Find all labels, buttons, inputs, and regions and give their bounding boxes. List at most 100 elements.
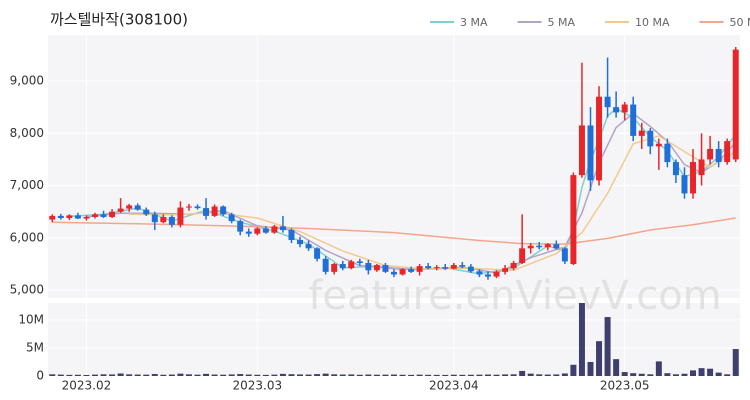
volume-bar [604,317,611,376]
candle-body [262,228,269,233]
volume-bar [100,374,107,376]
candle-body [698,159,705,176]
candle-body [570,175,577,265]
candle-body [596,96,603,181]
candle-body [655,143,662,147]
candle-body [647,130,654,147]
candle-body [553,244,560,249]
candle-body [391,271,397,275]
volume-bar [647,374,654,376]
candle-body [211,206,218,216]
volume-bar [143,374,150,376]
candle-body [348,261,355,269]
volume-bar [314,374,321,376]
volume-tick-label: 10M [18,312,44,326]
volume-bar [297,374,304,376]
candle-body [561,248,568,262]
candle-body [373,265,380,271]
volume-bar [493,374,500,376]
y-tick-label: 9,000 [10,74,44,88]
volume-bar [578,303,585,376]
candle-body [57,215,64,219]
volume-bar [177,373,184,376]
x-tick-label: 2023.03 [232,379,282,393]
volume-bar [596,341,603,376]
volume-bar [621,372,628,376]
candle-body [297,239,304,245]
candle-body [604,96,611,108]
x-tick-label: 2023.05 [600,379,650,393]
candle-body [732,49,739,160]
volume-bar [365,374,372,376]
candle-body [91,214,98,217]
candle-body [126,205,133,209]
volume-bar [348,374,355,376]
candle-body [288,230,295,240]
candle-body [134,205,141,210]
candle-body [416,266,423,272]
volume-bar [672,374,679,376]
candle-body [177,207,184,225]
candle-body [613,107,620,113]
volume-tick-label: 0 [36,369,44,383]
volume-bar [254,374,261,376]
volume-tick-label: 5M [26,340,44,354]
candle-body [220,206,227,215]
y-tick-label: 5,000 [10,283,44,297]
candle-body [151,214,158,223]
volume-bar [356,374,363,376]
candle-body [322,258,329,272]
volume-bar [536,374,543,376]
volume-bar [510,374,517,376]
watermark: feature.enVievV.com [308,273,721,319]
candle-body [203,208,210,216]
volume-bar [322,373,329,376]
candle-body [476,271,483,275]
legend-label: 50 MA [730,16,750,29]
volume-bar [399,374,406,376]
volume-bar [724,374,731,376]
volume-bar [527,373,534,376]
y-tick-label: 7,000 [10,178,44,192]
candle-body [168,216,175,225]
volume-bar [476,374,483,376]
legend-label: 10 MA [635,16,670,29]
candle-body [493,271,500,277]
volume-bar [408,374,415,376]
volume-bar [715,372,722,376]
candle-body [672,162,679,176]
candle-body [143,209,150,215]
volume-bar [433,374,440,376]
volume-bar [459,374,466,376]
candle-body [100,214,107,217]
candle-body [279,226,286,231]
legend-label: 3 MA [460,16,488,29]
candle-body [630,104,637,136]
candle-body [724,141,731,163]
volume-bar [655,361,662,376]
volume-bar [561,373,568,376]
volume-bar [305,374,312,376]
candle-body [681,175,688,194]
volume-bar [57,374,64,376]
candle-body [228,214,235,222]
candle-body [527,245,534,249]
volume-bar [279,373,286,376]
candle-body [459,265,466,267]
volume-bar [502,374,509,376]
volume-bar [237,374,244,376]
volume-bar [484,374,491,376]
candle-body [83,216,90,219]
volume-bar [382,374,389,376]
candle-body [484,274,491,277]
candle-body [715,148,722,163]
volume-bar [732,349,739,376]
volume-bar [211,374,218,376]
volume-bar [271,374,278,376]
candle-body [544,244,551,248]
volume-bar [91,374,98,376]
y-tick-label: 8,000 [10,126,44,140]
candle-body [160,216,167,223]
volume-bar [185,374,192,376]
volume-bar [690,370,697,376]
